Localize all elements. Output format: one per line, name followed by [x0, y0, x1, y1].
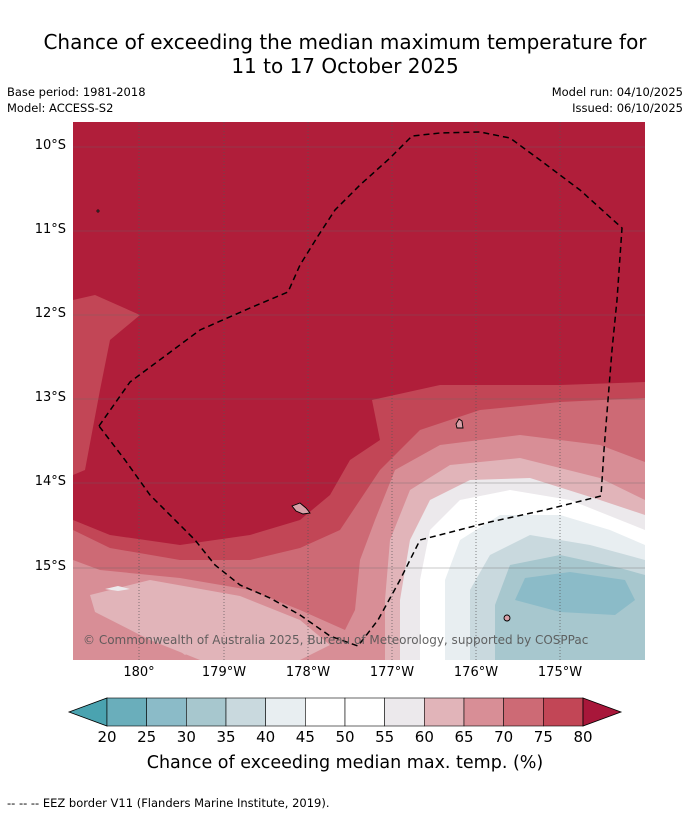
issued-date: Issued: 06/10/2025	[572, 101, 683, 115]
title-line-1: Chance of exceeding the median maximum t…	[43, 30, 647, 54]
lon-label-180: 180°	[123, 665, 155, 680]
island-small-1	[503, 614, 511, 622]
map-fill	[73, 122, 645, 660]
colorbar-box	[463, 697, 504, 727]
cb-tick: 70	[494, 728, 514, 746]
island-swains	[455, 418, 464, 429]
cb-tick: 45	[295, 728, 315, 746]
cb-tick: 25	[137, 728, 157, 746]
patch-55-small	[105, 586, 130, 591]
lon-label-176w: 176°W	[453, 665, 499, 680]
eez-border	[98, 131, 623, 647]
cb-tick: 40	[256, 728, 276, 746]
lon-label-178w: 178°W	[285, 665, 331, 680]
chart-title: Chance of exceeding the median maximum t…	[0, 30, 690, 78]
colorbar-box	[384, 697, 425, 727]
lat-lines	[73, 146, 645, 569]
colorbar-low-arrow	[67, 697, 108, 727]
lat-label-12s: 12°S	[34, 306, 66, 321]
cb-tick: 60	[414, 728, 434, 746]
island-small-2	[96, 209, 100, 213]
colorbar-box	[344, 697, 385, 727]
eez-footnote: -- -- -- EEZ border V11 (Flanders Marine…	[7, 796, 330, 810]
lon-label-177w: 177°W	[369, 665, 415, 680]
colorbar-label: Chance of exceeding median max. temp. (%…	[146, 753, 544, 773]
colorbar-box	[305, 697, 346, 727]
lat-label-10s: 10°S	[34, 138, 66, 153]
colorbar-box	[543, 697, 584, 727]
cb-tick: 30	[176, 728, 196, 746]
colorbar-box	[225, 697, 266, 727]
lat-label-14s: 14°S	[34, 474, 66, 489]
colorbar-box	[106, 697, 147, 727]
lat-label-13s: 13°S	[34, 390, 66, 405]
colorbar-box	[265, 697, 306, 727]
colorbar-box	[503, 697, 544, 727]
cb-tick: 50	[335, 728, 355, 746]
colorbar-box	[186, 697, 227, 727]
cb-tick: 20	[97, 728, 117, 746]
lon-label-175w: 175°W	[537, 665, 583, 680]
cb-tick: 55	[375, 728, 395, 746]
model-name: Model: ACCESS-S2	[7, 101, 114, 115]
cb-tick: 35	[216, 728, 236, 746]
meta-left: Base period: 1981-2018 Model: ACCESS-S2	[7, 84, 146, 116]
model-run: Model run: 04/10/2025	[551, 85, 683, 99]
lat-label-15s: 15°S	[34, 559, 66, 574]
colorbar-box	[424, 697, 465, 727]
cb-tick: 80	[573, 728, 593, 746]
title-line-2: 11 to 17 October 2025	[231, 54, 459, 78]
copyright-notice: © Commonwealth of Australia 2025, Bureau…	[83, 633, 589, 647]
colorbar-high-arrow	[582, 697, 623, 727]
patch-60-small	[165, 612, 208, 655]
meta-right: Model run: 04/10/2025 Issued: 06/10/2025	[552, 84, 683, 116]
lon-label-179w: 179°W	[201, 665, 247, 680]
cb-tick: 65	[454, 728, 474, 746]
islands	[96, 209, 511, 622]
band-25	[515, 572, 635, 615]
cb-tick: 75	[533, 728, 553, 746]
colorbar-boxes	[106, 697, 584, 727]
colorbar-box	[146, 697, 187, 727]
base-period: Base period: 1981-2018	[7, 85, 146, 99]
island-upolu	[291, 502, 311, 515]
lat-label-11s: 11°S	[34, 222, 66, 237]
